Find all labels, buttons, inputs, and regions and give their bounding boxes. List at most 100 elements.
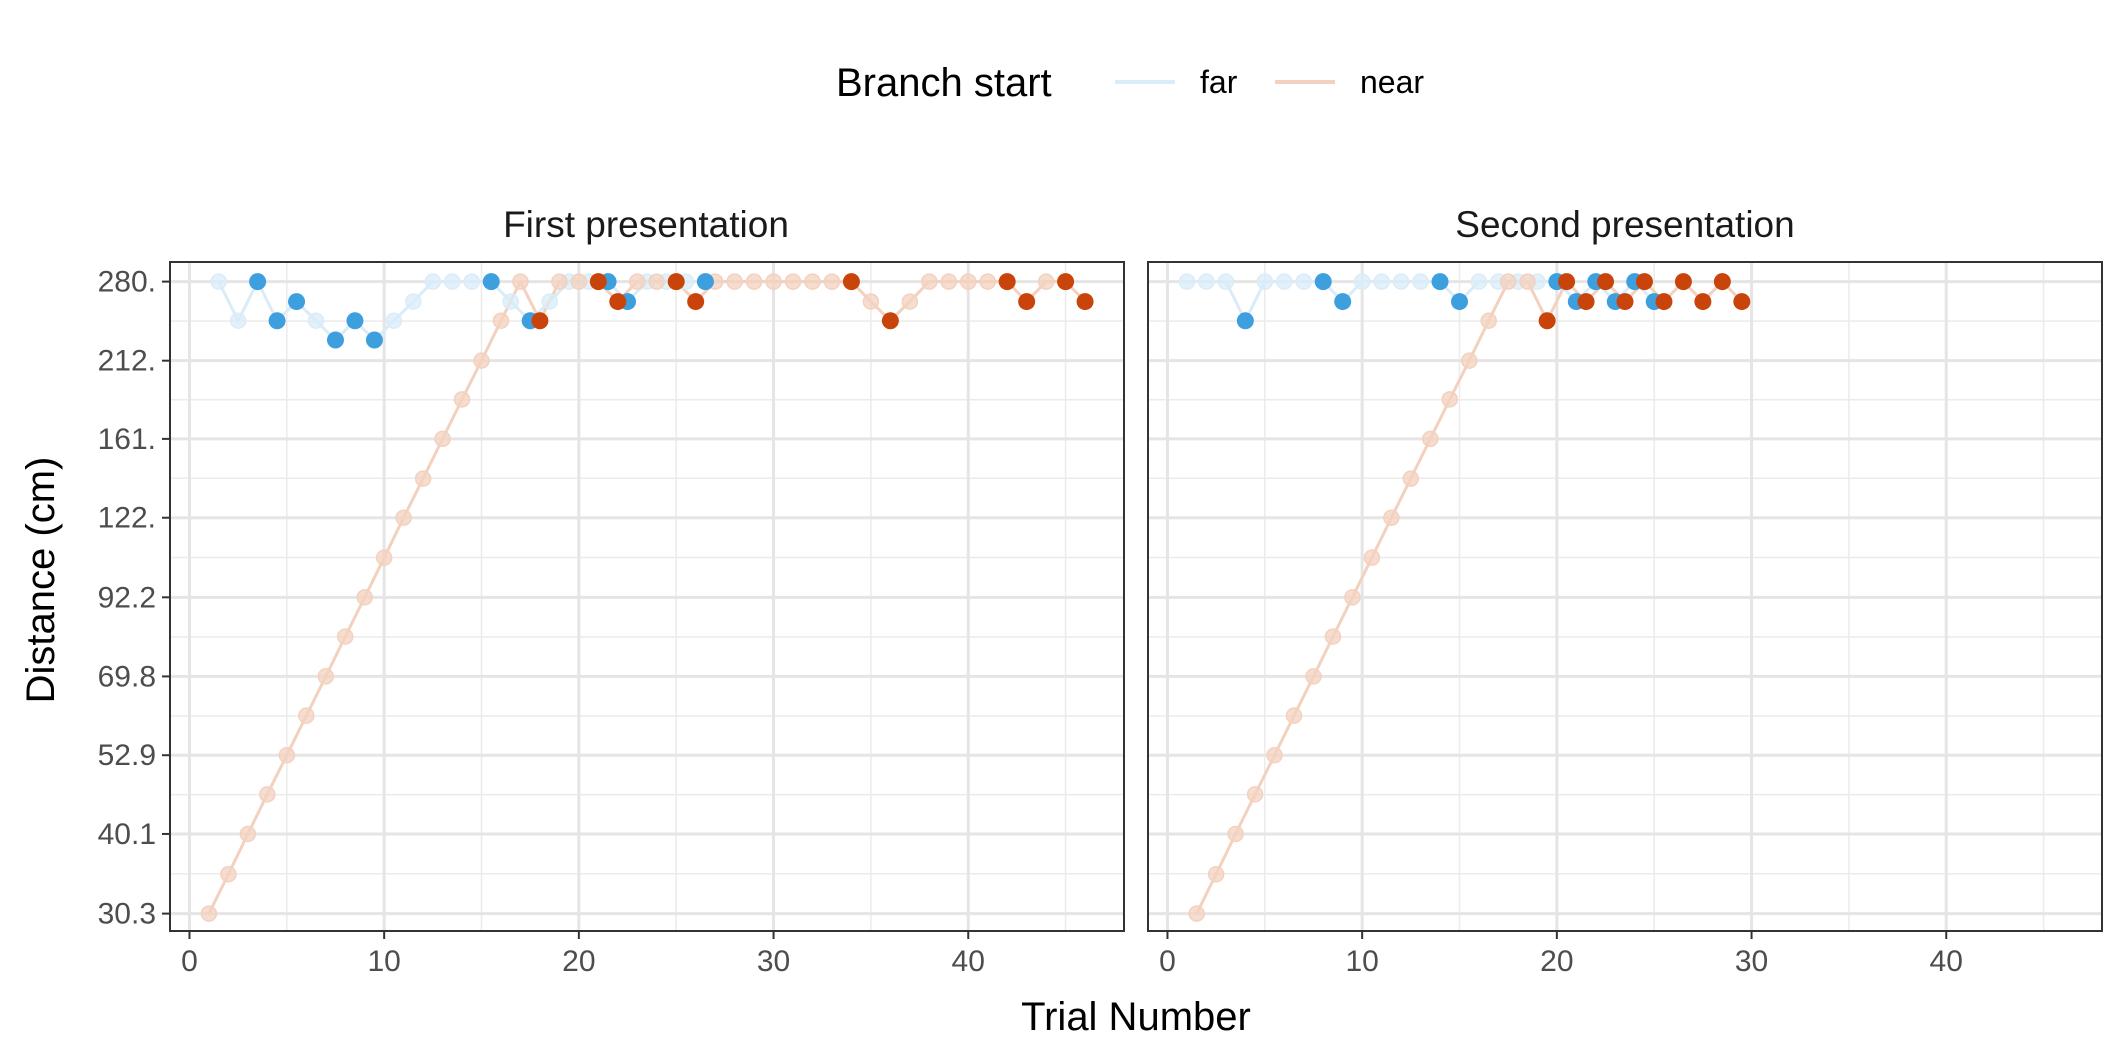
point-near [298, 707, 315, 724]
point-near [940, 273, 958, 290]
x-tick-label: 0 [1159, 945, 1176, 978]
point-near-highlight [1558, 273, 1576, 291]
point-near [395, 509, 412, 526]
point-near [1266, 746, 1283, 764]
point-near [979, 273, 996, 290]
point-near [512, 273, 529, 290]
point-near [1402, 470, 1420, 487]
point-near [1227, 825, 1244, 843]
point-far-highlight [1431, 273, 1449, 291]
point-far [1373, 273, 1390, 290]
y-axis-title: Distance (cm) [19, 457, 63, 704]
x-axis-title: Trial Number [1021, 995, 1251, 1039]
y-tick-label: 161. [98, 423, 156, 456]
point-near-highlight [1694, 293, 1712, 311]
x-tick-label: 0 [181, 945, 198, 978]
point-near [901, 293, 919, 310]
panel-second-presentation [1147, 261, 2103, 932]
point-near [1499, 273, 1517, 290]
point-far [385, 312, 403, 329]
legend-label-far: far [1200, 64, 1238, 100]
point-far [1295, 273, 1313, 290]
point-near-highlight [998, 273, 1016, 291]
point-near [414, 470, 432, 487]
point-far [229, 312, 247, 329]
point-far [1217, 273, 1235, 290]
y-tick-label: 212. [98, 345, 156, 378]
x-tick-label: 10 [1345, 945, 1378, 978]
point-near [784, 273, 802, 290]
point-near-highlight [1733, 293, 1751, 311]
point-near [375, 549, 393, 566]
point-near [317, 668, 335, 685]
point-near [804, 273, 821, 290]
point-near-highlight [1713, 273, 1731, 291]
point-far-highlight [1314, 273, 1332, 291]
point-near-highlight [1538, 312, 1556, 330]
y-tick-label: 69.8 [98, 660, 156, 693]
point-near-highlight [1655, 293, 1673, 311]
point-near [1519, 273, 1536, 290]
point-near [629, 273, 646, 290]
point-far [1470, 273, 1488, 290]
point-near [1305, 668, 1322, 685]
point-near-highlight [687, 293, 705, 311]
point-far-highlight [365, 331, 383, 349]
point-near [434, 430, 451, 448]
point-far [1412, 273, 1429, 290]
point-near [765, 273, 782, 290]
point-far [307, 312, 325, 329]
point-near [726, 273, 743, 290]
point-near [1246, 786, 1264, 803]
x-axis-first: 0 10 20 30 40 [181, 931, 985, 978]
point-far [541, 293, 558, 310]
point-far-highlight [1451, 293, 1469, 311]
legend-label-near: near [1360, 64, 1424, 100]
point-near-highlight [1597, 273, 1615, 291]
point-near [1422, 430, 1439, 448]
point-far [424, 273, 442, 290]
point-near [473, 352, 490, 369]
point-near-highlight [531, 312, 549, 330]
x-tick-label: 40 [952, 945, 985, 978]
y-tick-label: 92.2 [98, 581, 156, 614]
point-near [336, 628, 354, 645]
point-near [1207, 865, 1225, 883]
x-tick-label: 10 [367, 945, 400, 978]
point-near [259, 786, 276, 803]
point-far-highlight [1236, 312, 1254, 330]
point-near [453, 391, 471, 408]
point-far [1353, 273, 1371, 290]
point-far-highlight [1334, 293, 1352, 311]
panel-title-first: First presentation [503, 204, 789, 245]
point-near [492, 312, 510, 329]
y-tick-label: 122. [98, 502, 156, 535]
y-tick-label: 280. [98, 266, 156, 299]
point-near-highlight [1057, 273, 1075, 291]
point-far-highlight [482, 273, 500, 291]
point-near [551, 273, 568, 290]
point-near [356, 589, 373, 606]
panel-title-second: Second presentation [1455, 204, 1794, 245]
point-far [1198, 273, 1215, 290]
point-near-highlight [667, 273, 685, 291]
legend-title: Branch start [836, 61, 1052, 105]
point-near [1383, 509, 1400, 526]
y-tick-label: 40.1 [98, 818, 156, 851]
point-near [921, 273, 938, 290]
point-near-highlight [1018, 293, 1036, 311]
point-near [1460, 352, 1478, 369]
x-tick-label: 20 [562, 945, 595, 978]
x-axis-second: 0 10 20 30 40 [1159, 931, 1963, 978]
point-near-highlight [1616, 293, 1634, 311]
x-tick-label: 30 [1735, 945, 1768, 978]
point-far-highlight [326, 331, 344, 349]
point-near [220, 865, 237, 883]
point-far [1392, 273, 1410, 290]
point-near [1480, 312, 1497, 329]
point-near-highlight [589, 273, 607, 291]
y-axis: 30.3 40.1 52.9 69.8 92.2 122. 161. 212. 280. [98, 266, 170, 931]
point-far [1256, 273, 1274, 290]
point-near-highlight [609, 293, 627, 311]
